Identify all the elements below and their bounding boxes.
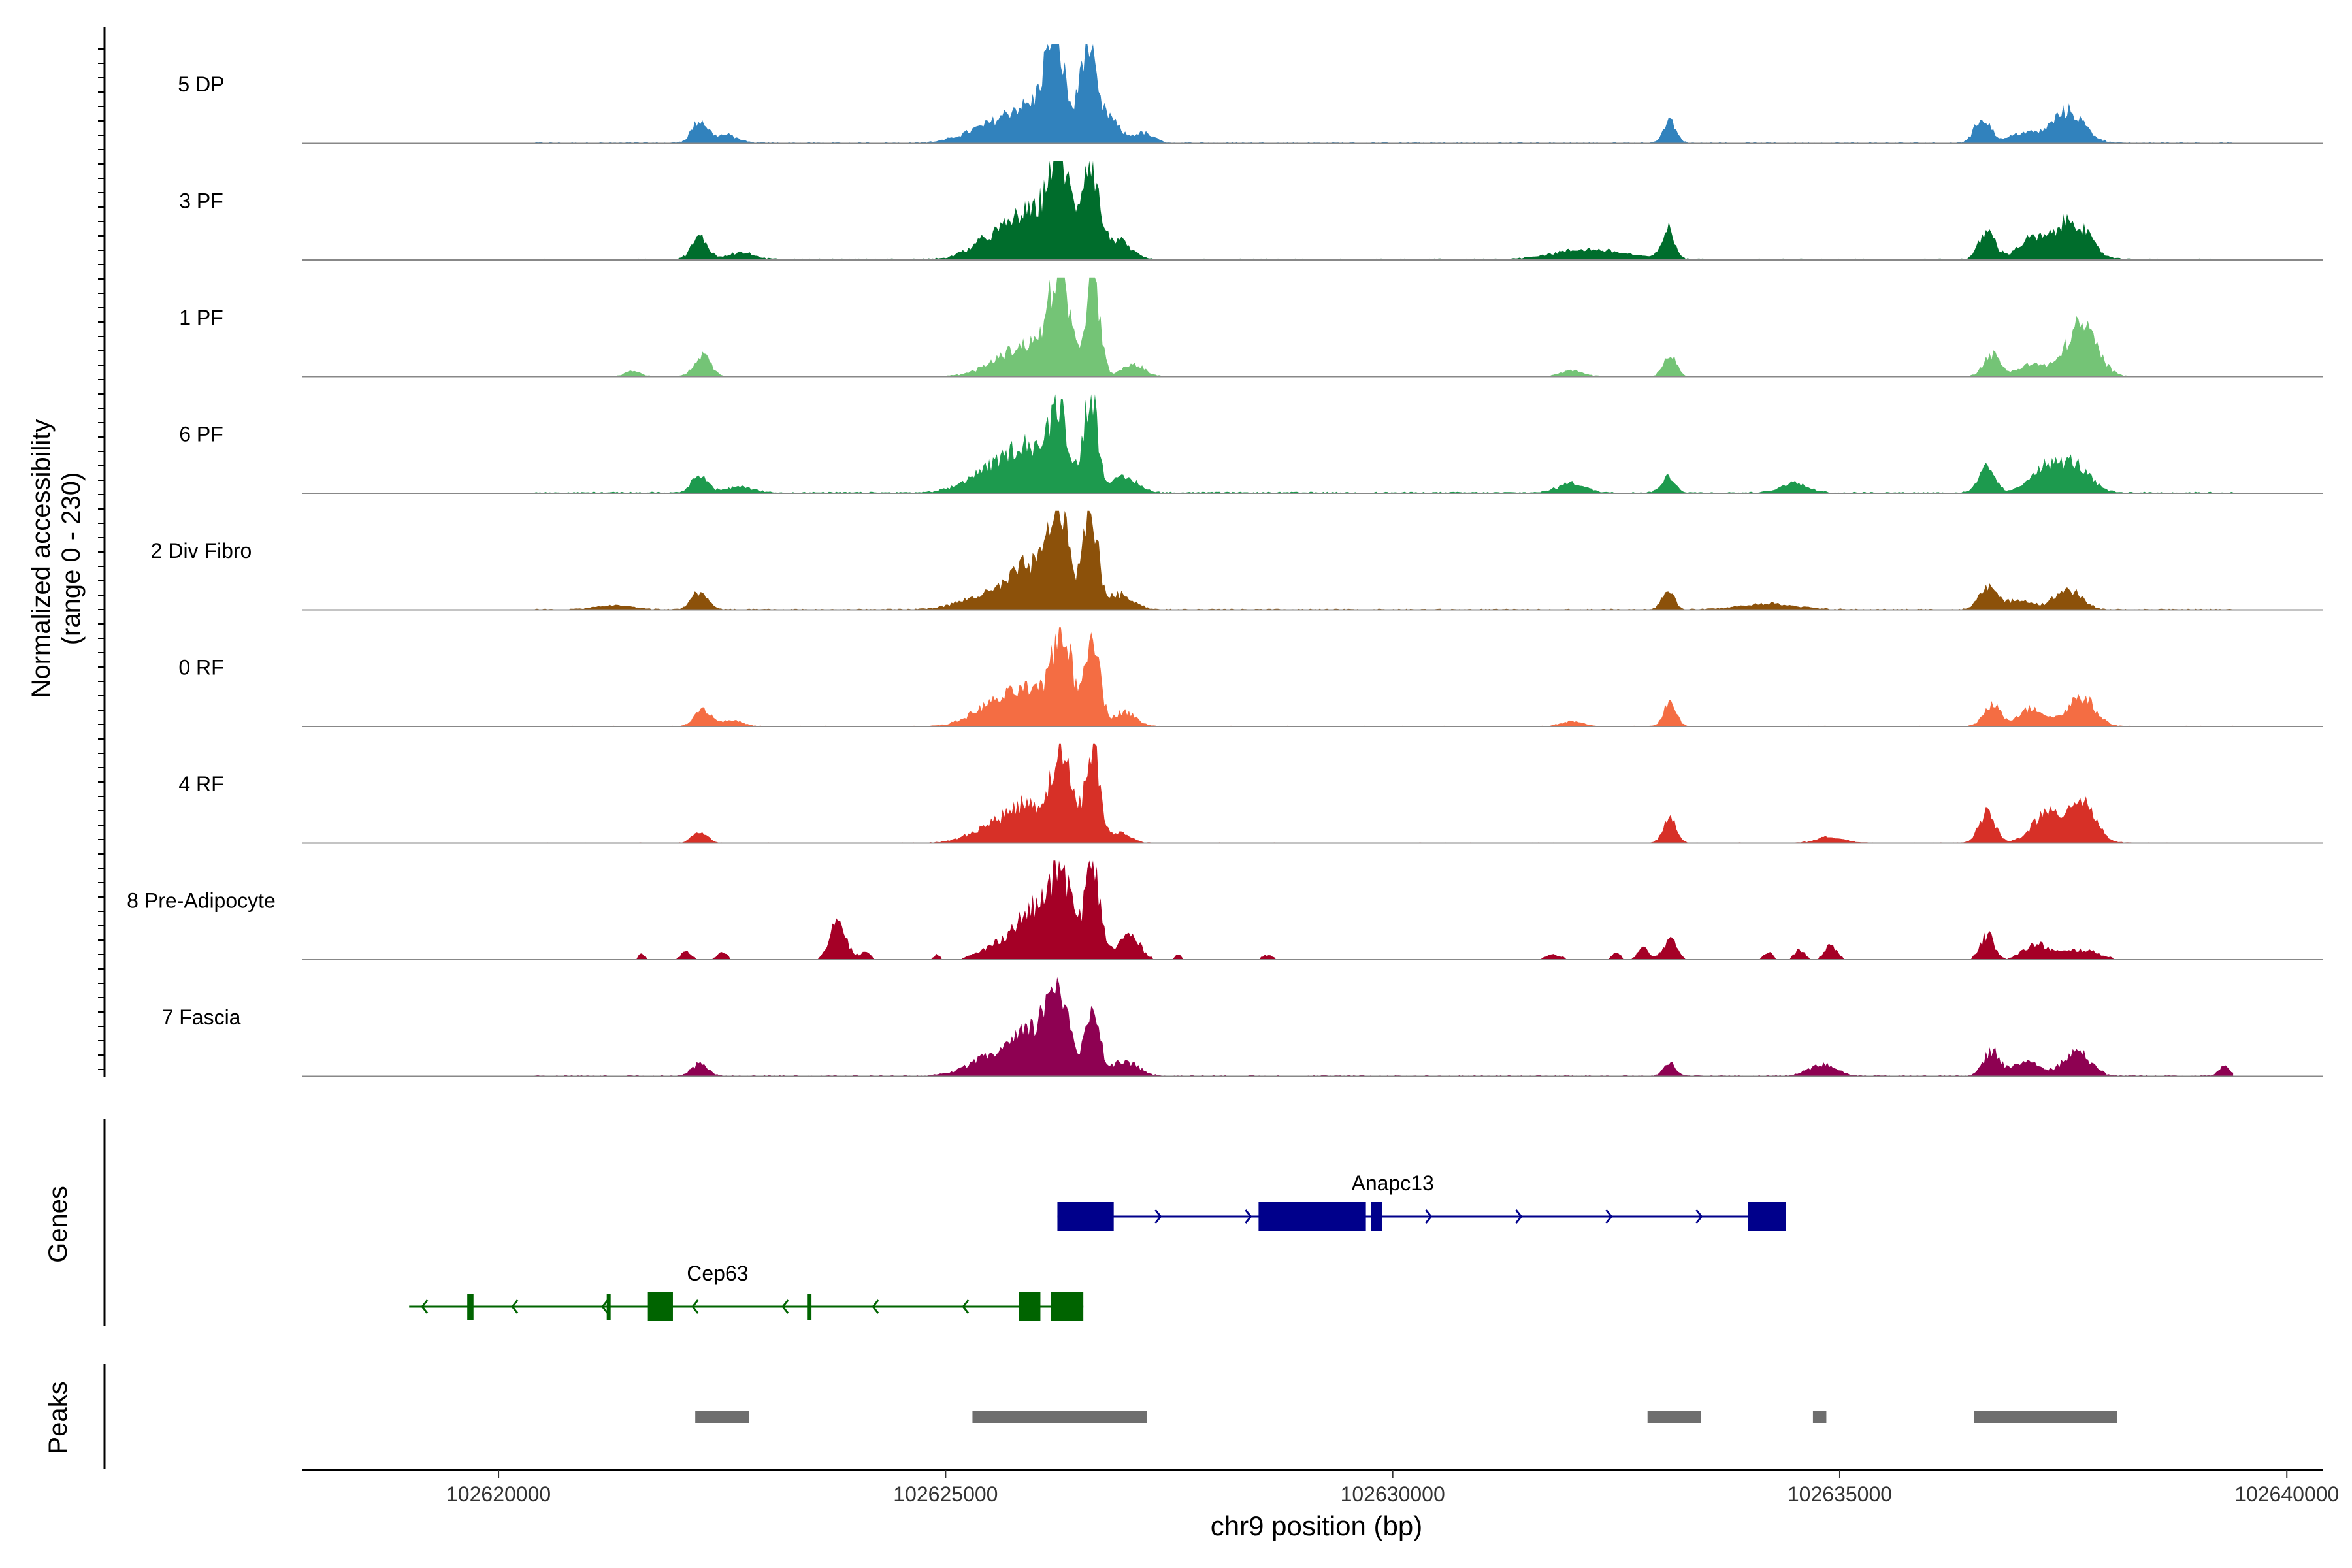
exon [1258, 1202, 1366, 1231]
coverage-area [534, 394, 2234, 493]
peak-region [972, 1411, 1147, 1423]
coverage-tracks: 5 DP 3 PF 1 PF 6 PF 2 Div Fibro 0 RF 4 RF 8 Pre… [127, 44, 2323, 1077]
y-axis-label-line2: (range 0 - 230) [57, 472, 86, 645]
peak-region [1974, 1411, 2117, 1423]
x-tick-label: 102640000 [2234, 1482, 2339, 1506]
track-1-pf: 1 PF [179, 277, 2323, 378]
strand-arrow [781, 1299, 789, 1314]
track-label: 4 RF [178, 772, 223, 796]
coverage-area [534, 743, 2234, 843]
strand-arrow [691, 1299, 699, 1314]
axes: 102620000 102625000 102630000 102635000 1026… [98, 27, 2339, 1506]
x-axis-label: chr9 position (bp) [1211, 1511, 1423, 1541]
coverage-area [534, 510, 2234, 610]
peak-region [1812, 1411, 1827, 1423]
gene-anapc13: Anapc13 [1057, 1171, 1786, 1231]
gene-cep63: Cep63 [409, 1262, 1084, 1321]
genes-axis-label: Genes [44, 1186, 73, 1263]
track-label: 2 Div Fibro [151, 539, 252, 563]
y-axis-label-line1: Normalized accessibility [27, 419, 56, 698]
track-label: 3 PF [179, 189, 223, 213]
strand-arrow [1695, 1209, 1703, 1224]
gene-label: Cep63 [687, 1262, 748, 1285]
track-0-rf: 0 RF [178, 627, 2323, 727]
strand-arrow [962, 1299, 970, 1314]
strand-arrow [1425, 1209, 1433, 1224]
track-6-pf: 6 PF [179, 394, 2323, 494]
strand-arrow [601, 1299, 609, 1314]
x-tick-label: 102620000 [446, 1482, 551, 1506]
exon [1051, 1292, 1084, 1321]
track-3-pf: 3 PF [179, 161, 2323, 261]
strand-arrow [421, 1299, 429, 1314]
peaks-axis-label: Peaks [44, 1381, 73, 1454]
strand-arrow [1515, 1209, 1523, 1224]
peak-regions [695, 1411, 2117, 1423]
gene-annotations: Anapc13 Cep63 [409, 1171, 1786, 1321]
track-2-div-fibro: 2 Div Fibro [151, 510, 2323, 611]
peak-region [1647, 1411, 1701, 1423]
track-7-fascia: 7 Fascia [162, 977, 2323, 1077]
coverage-area [534, 161, 2234, 260]
strand-arrow [511, 1299, 519, 1314]
coverage-area [534, 44, 2234, 144]
peak-region [695, 1411, 749, 1423]
track-5-dp: 5 DP [178, 44, 2323, 144]
exon [647, 1292, 673, 1321]
strand-arrow [872, 1299, 879, 1314]
track-label: 8 Pre-Adipocyte [127, 889, 276, 913]
exon [1371, 1202, 1382, 1231]
track-label: 5 DP [178, 73, 224, 96]
gene-label: Anapc13 [1352, 1171, 1434, 1195]
track-8-pre-adipocyte: 8 Pre-Adipocyte [127, 860, 2323, 960]
exon [1748, 1202, 1786, 1231]
exon [606, 1294, 611, 1320]
track-label: 0 RF [178, 656, 223, 679]
track-label: 1 PF [179, 306, 223, 329]
exon [1057, 1202, 1114, 1231]
track-label: 6 PF [179, 423, 223, 446]
x-tick-label: 102635000 [1788, 1482, 1892, 1506]
strand-arrow [1154, 1209, 1162, 1224]
coverage-area [534, 277, 2234, 377]
x-tick-label: 102625000 [893, 1482, 998, 1506]
strand-arrow [1245, 1209, 1252, 1224]
exon [807, 1294, 812, 1320]
coverage-area [534, 977, 2234, 1077]
strand-arrow [1605, 1209, 1613, 1224]
exon [467, 1294, 474, 1320]
track-4-rf: 4 RF [178, 743, 2323, 844]
x-tick-label: 102630000 [1341, 1482, 1445, 1506]
coverage-area [534, 627, 2234, 727]
coverage-area [534, 860, 2234, 960]
track-label: 7 Fascia [162, 1005, 241, 1029]
exon [1019, 1292, 1041, 1321]
